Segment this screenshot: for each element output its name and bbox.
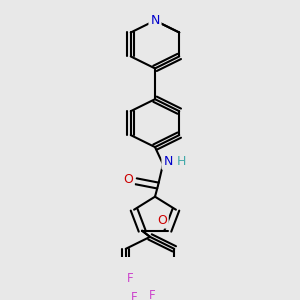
Text: O: O: [123, 173, 133, 186]
Text: H: H: [176, 155, 186, 168]
Text: F: F: [127, 272, 134, 285]
Text: O: O: [157, 214, 167, 227]
Text: N: N: [163, 155, 173, 168]
Text: N: N: [150, 14, 160, 27]
Text: F: F: [131, 291, 138, 300]
Text: F: F: [149, 290, 156, 300]
